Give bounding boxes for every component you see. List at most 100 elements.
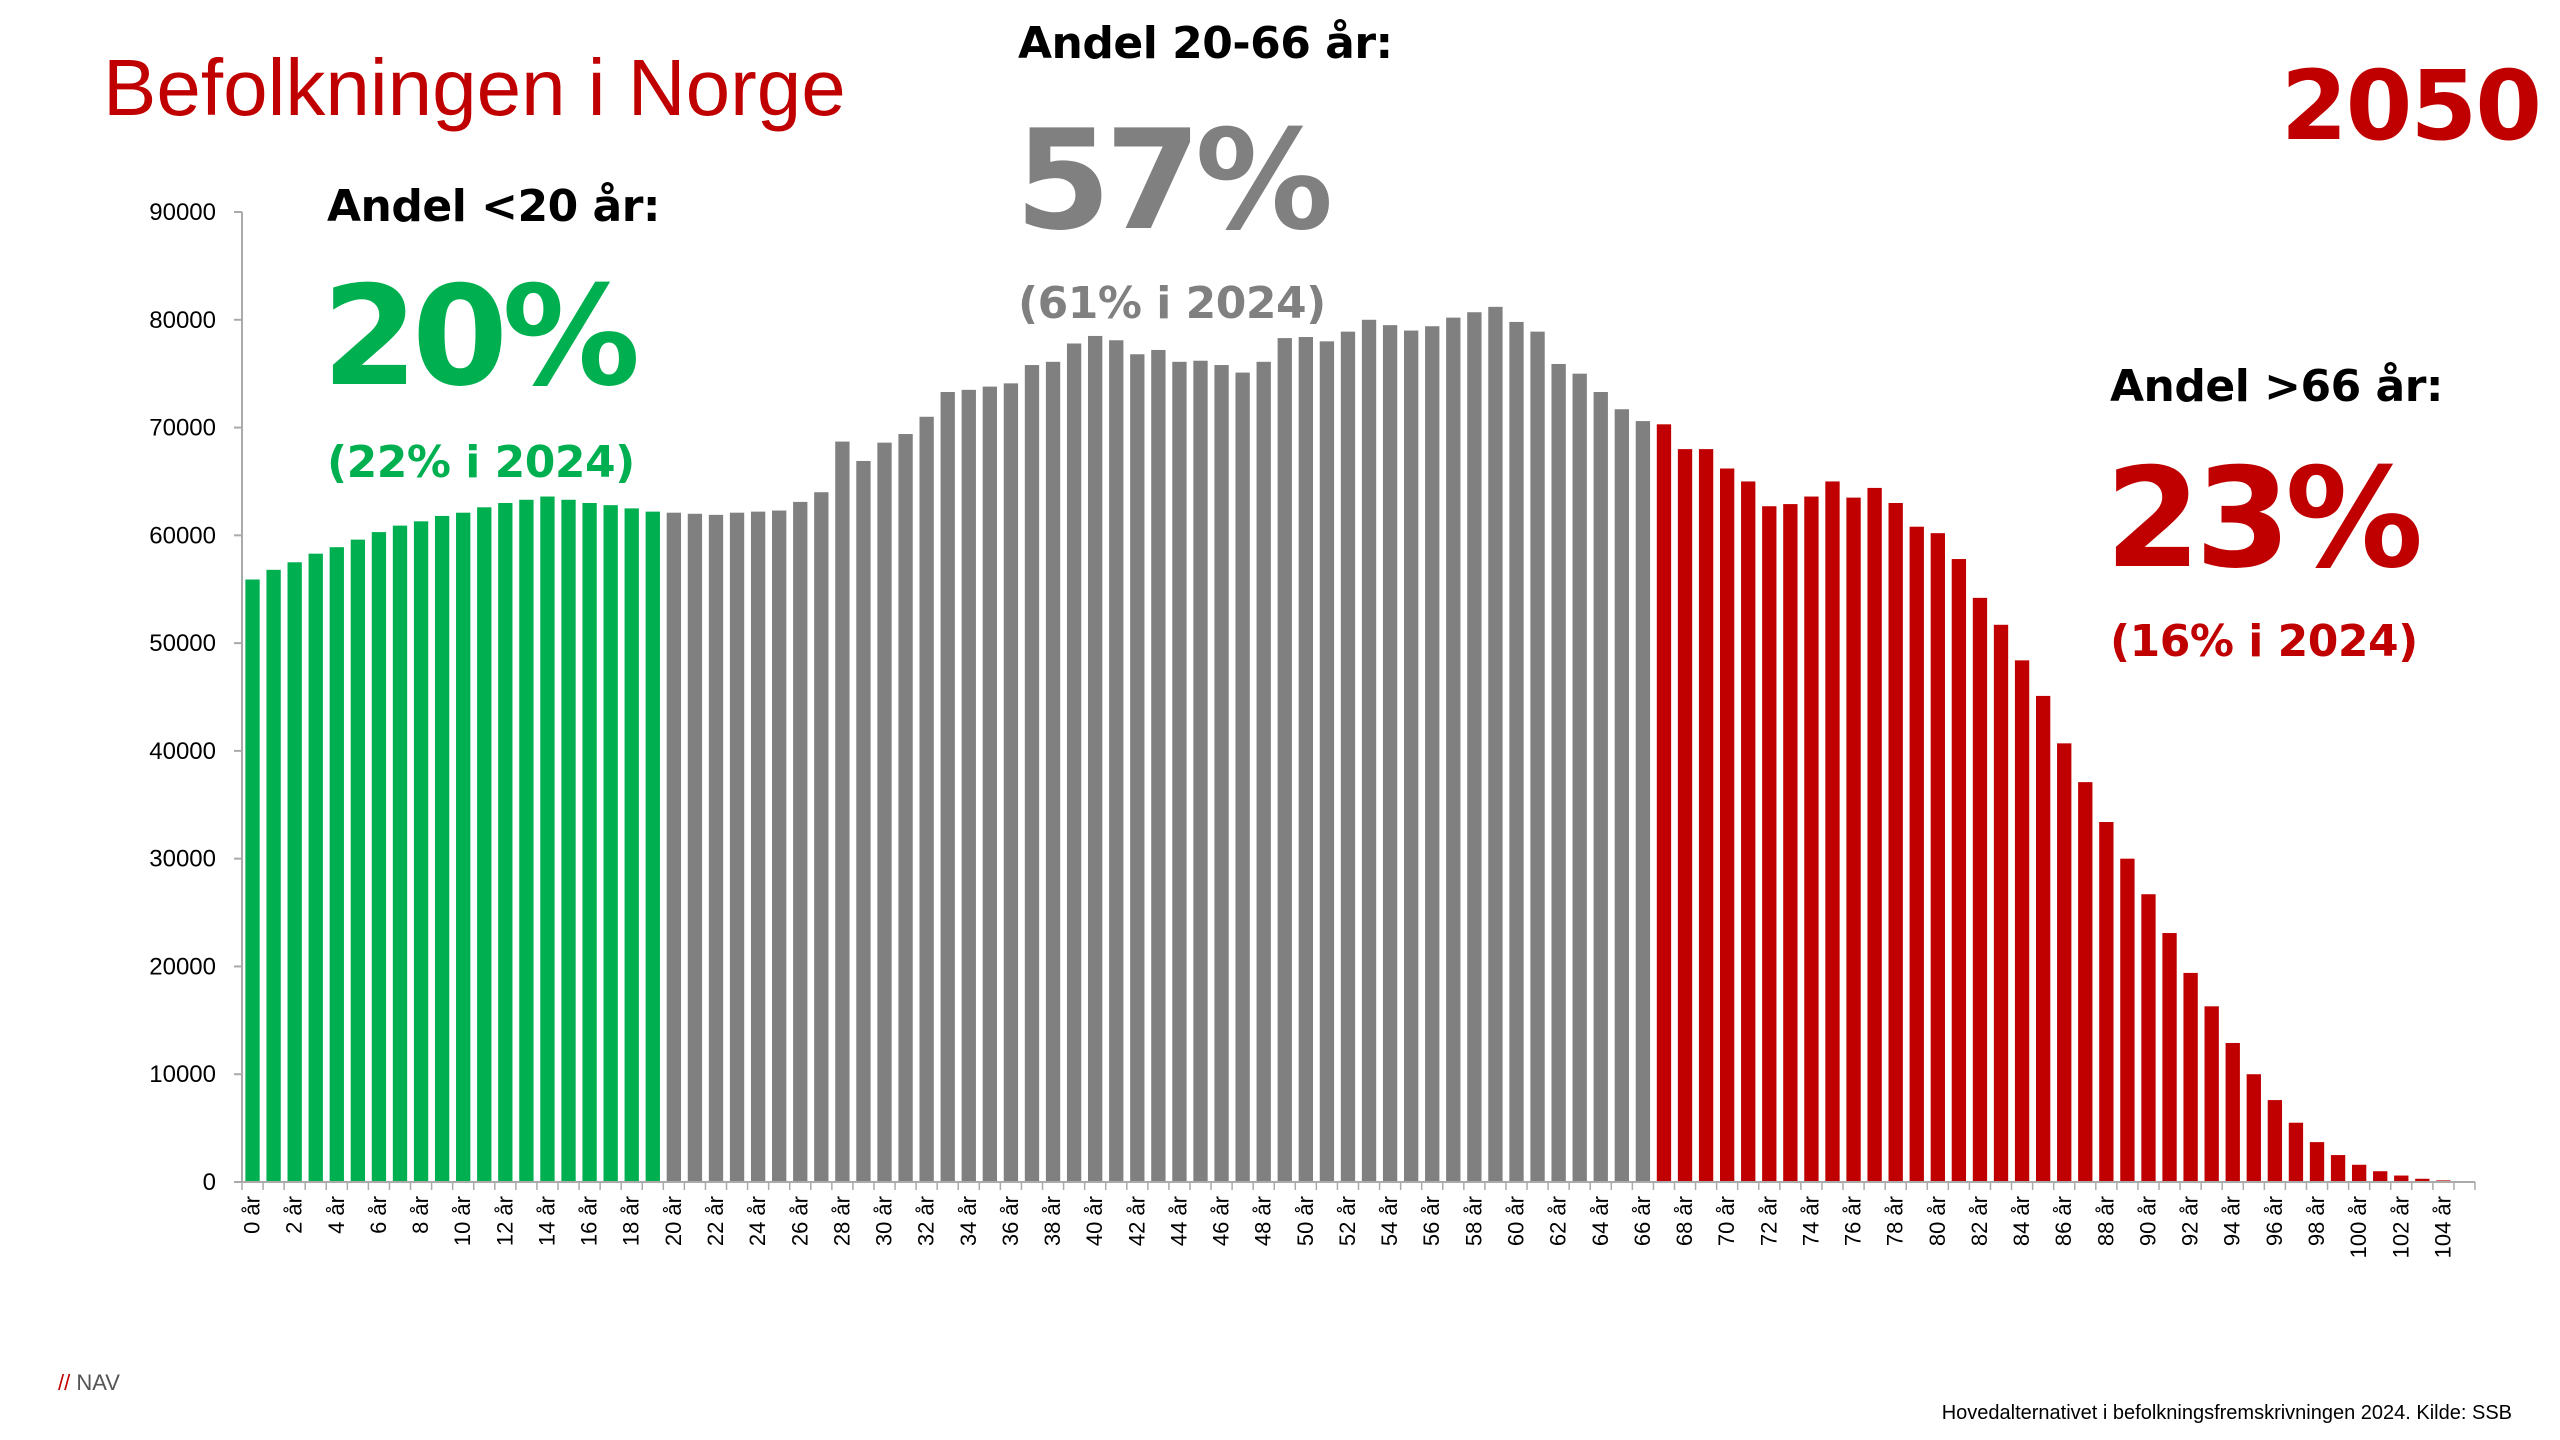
y-tick-label: 40000 (149, 738, 216, 765)
x-tick-label: 22 år (703, 1196, 728, 1246)
bar-age-76 (1846, 497, 1861, 1183)
bar-age-41 (1109, 340, 1124, 1182)
bar-age-60 (1509, 321, 1524, 1182)
bar-age-57 (1446, 317, 1461, 1183)
x-tick-label: 60 år (1503, 1196, 1528, 1246)
bar-age-82 (1972, 597, 1988, 1182)
bar-age-47 (1235, 372, 1250, 1183)
x-tick-label: 84 år (2009, 1196, 2034, 1246)
bar-age-86 (2057, 743, 2072, 1182)
bar-age-15 (561, 499, 576, 1182)
bar-age-87 (2078, 782, 2093, 1182)
bar-age-92 (2183, 972, 2198, 1182)
x-tick-label: 104 år (2430, 1196, 2455, 1258)
bar-age-94 (2225, 1042, 2240, 1182)
bar-age-45 (1193, 360, 1208, 1182)
x-tick-label: 2 år (282, 1196, 307, 1234)
young-share-comparison: (22% i 2024) (327, 437, 635, 488)
bar-age-29 (856, 460, 871, 1182)
bar-age-51 (1319, 341, 1335, 1182)
y-tick-label: 0 (203, 1169, 216, 1196)
bar-age-50 (1298, 337, 1313, 1182)
bar-age-95 (2246, 1074, 2261, 1182)
bar-age-6 (371, 532, 387, 1182)
bar-age-59 (1488, 306, 1503, 1182)
x-tick-label: 4 år (324, 1196, 349, 1234)
bar-age-53 (1361, 319, 1377, 1182)
x-tick-label: 68 år (1672, 1196, 1697, 1246)
x-tick-label: 12 år (492, 1196, 517, 1246)
y-axis: 0 10000 20000 30000 40000 50000 60000 70000 8000… (149, 199, 243, 1196)
bar-age-18 (624, 508, 639, 1182)
y-tick-label: 50000 (149, 630, 216, 657)
bar-age-8 (413, 521, 429, 1182)
bars (245, 306, 2472, 1183)
bar-age-34 (961, 389, 976, 1182)
old-share-header: Andel >66 år: (2110, 361, 2444, 412)
bar-age-25 (772, 510, 787, 1182)
bar-age-0 (245, 579, 260, 1182)
bar-age-78 (1888, 503, 1903, 1182)
logo-text: NAV (76, 1370, 120, 1395)
x-tick-label: 46 år (1209, 1196, 1234, 1246)
bar-age-72 (1762, 506, 1777, 1182)
x-tick-label: 64 år (1588, 1196, 1613, 1246)
old-share-value: 23% (2105, 438, 2423, 599)
bar-age-61 (1530, 331, 1545, 1183)
x-tick-label: 38 år (1040, 1196, 1065, 1246)
bar-age-71 (1741, 481, 1756, 1182)
bar-age-3 (308, 553, 323, 1182)
bar-age-73 (1783, 504, 1798, 1183)
x-tick-label: 28 år (829, 1196, 854, 1246)
bar-age-54 (1382, 325, 1398, 1183)
y-tick-label: 80000 (149, 307, 216, 334)
bar-age-65 (1614, 409, 1629, 1182)
bar-age-5 (350, 539, 366, 1182)
year-label: 2050 (2280, 50, 2542, 162)
bar-age-20 (666, 512, 682, 1182)
bar-age-4 (329, 547, 344, 1182)
working-share-comparison: (61% i 2024) (1018, 278, 1326, 329)
source-note: Hovedalternativet i befolkningsfremskriv… (1941, 1402, 2512, 1424)
bar-age-13 (519, 499, 534, 1182)
x-tick-label: 98 år (2304, 1196, 2329, 1246)
bar-age-7 (392, 525, 408, 1182)
x-tick-label: 80 år (1925, 1196, 1950, 1246)
bar-age-22 (708, 514, 724, 1182)
bar-age-24 (750, 511, 766, 1183)
bar-age-100 (2351, 1164, 2367, 1182)
x-tick-label: 8 år (408, 1196, 433, 1234)
bar-age-52 (1340, 331, 1356, 1183)
bar-age-83 (1993, 624, 2009, 1182)
bar-age-66 (1635, 421, 1651, 1183)
x-tick-label: 100 år (2346, 1196, 2371, 1258)
bar-age-98 (2309, 1142, 2325, 1182)
bar-age-68 (1677, 449, 1693, 1183)
bar-age-64 (1593, 391, 1608, 1182)
bar-age-74 (1804, 496, 1819, 1182)
x-tick-label: 36 år (998, 1196, 1023, 1246)
x-tick-label: 16 år (577, 1196, 602, 1246)
bar-age-81 (1951, 559, 1967, 1182)
x-tick-label: 14 år (534, 1196, 559, 1246)
bar-age-39 (1066, 343, 1082, 1182)
bar-age-90 (2141, 894, 2156, 1182)
x-tick-label: 34 år (956, 1196, 981, 1246)
x-tick-label: 32 år (914, 1196, 939, 1246)
x-tick-label: 58 år (1461, 1196, 1486, 1246)
bar-age-14 (540, 496, 555, 1182)
bar-age-55 (1404, 330, 1419, 1182)
x-tick-label: 52 år (1335, 1196, 1360, 1246)
x-tick-label: 26 år (787, 1196, 812, 1246)
bar-age-36 (1003, 383, 1019, 1182)
x-tick-label: 44 år (1166, 1196, 1191, 1246)
bar-age-1 (266, 569, 281, 1182)
bar-age-42 (1130, 354, 1145, 1182)
y-tick-label: 20000 (149, 953, 216, 980)
bar-age-69 (1698, 449, 1714, 1183)
x-tick-label: 96 år (2262, 1196, 2287, 1246)
bar-age-91 (2162, 933, 2177, 1182)
y-tick-label: 60000 (149, 522, 216, 549)
x-axis: 0 år 2 år 4 år 6 år 8 år 10 år 12 år 14 år 16 år… (240, 1181, 2476, 1258)
